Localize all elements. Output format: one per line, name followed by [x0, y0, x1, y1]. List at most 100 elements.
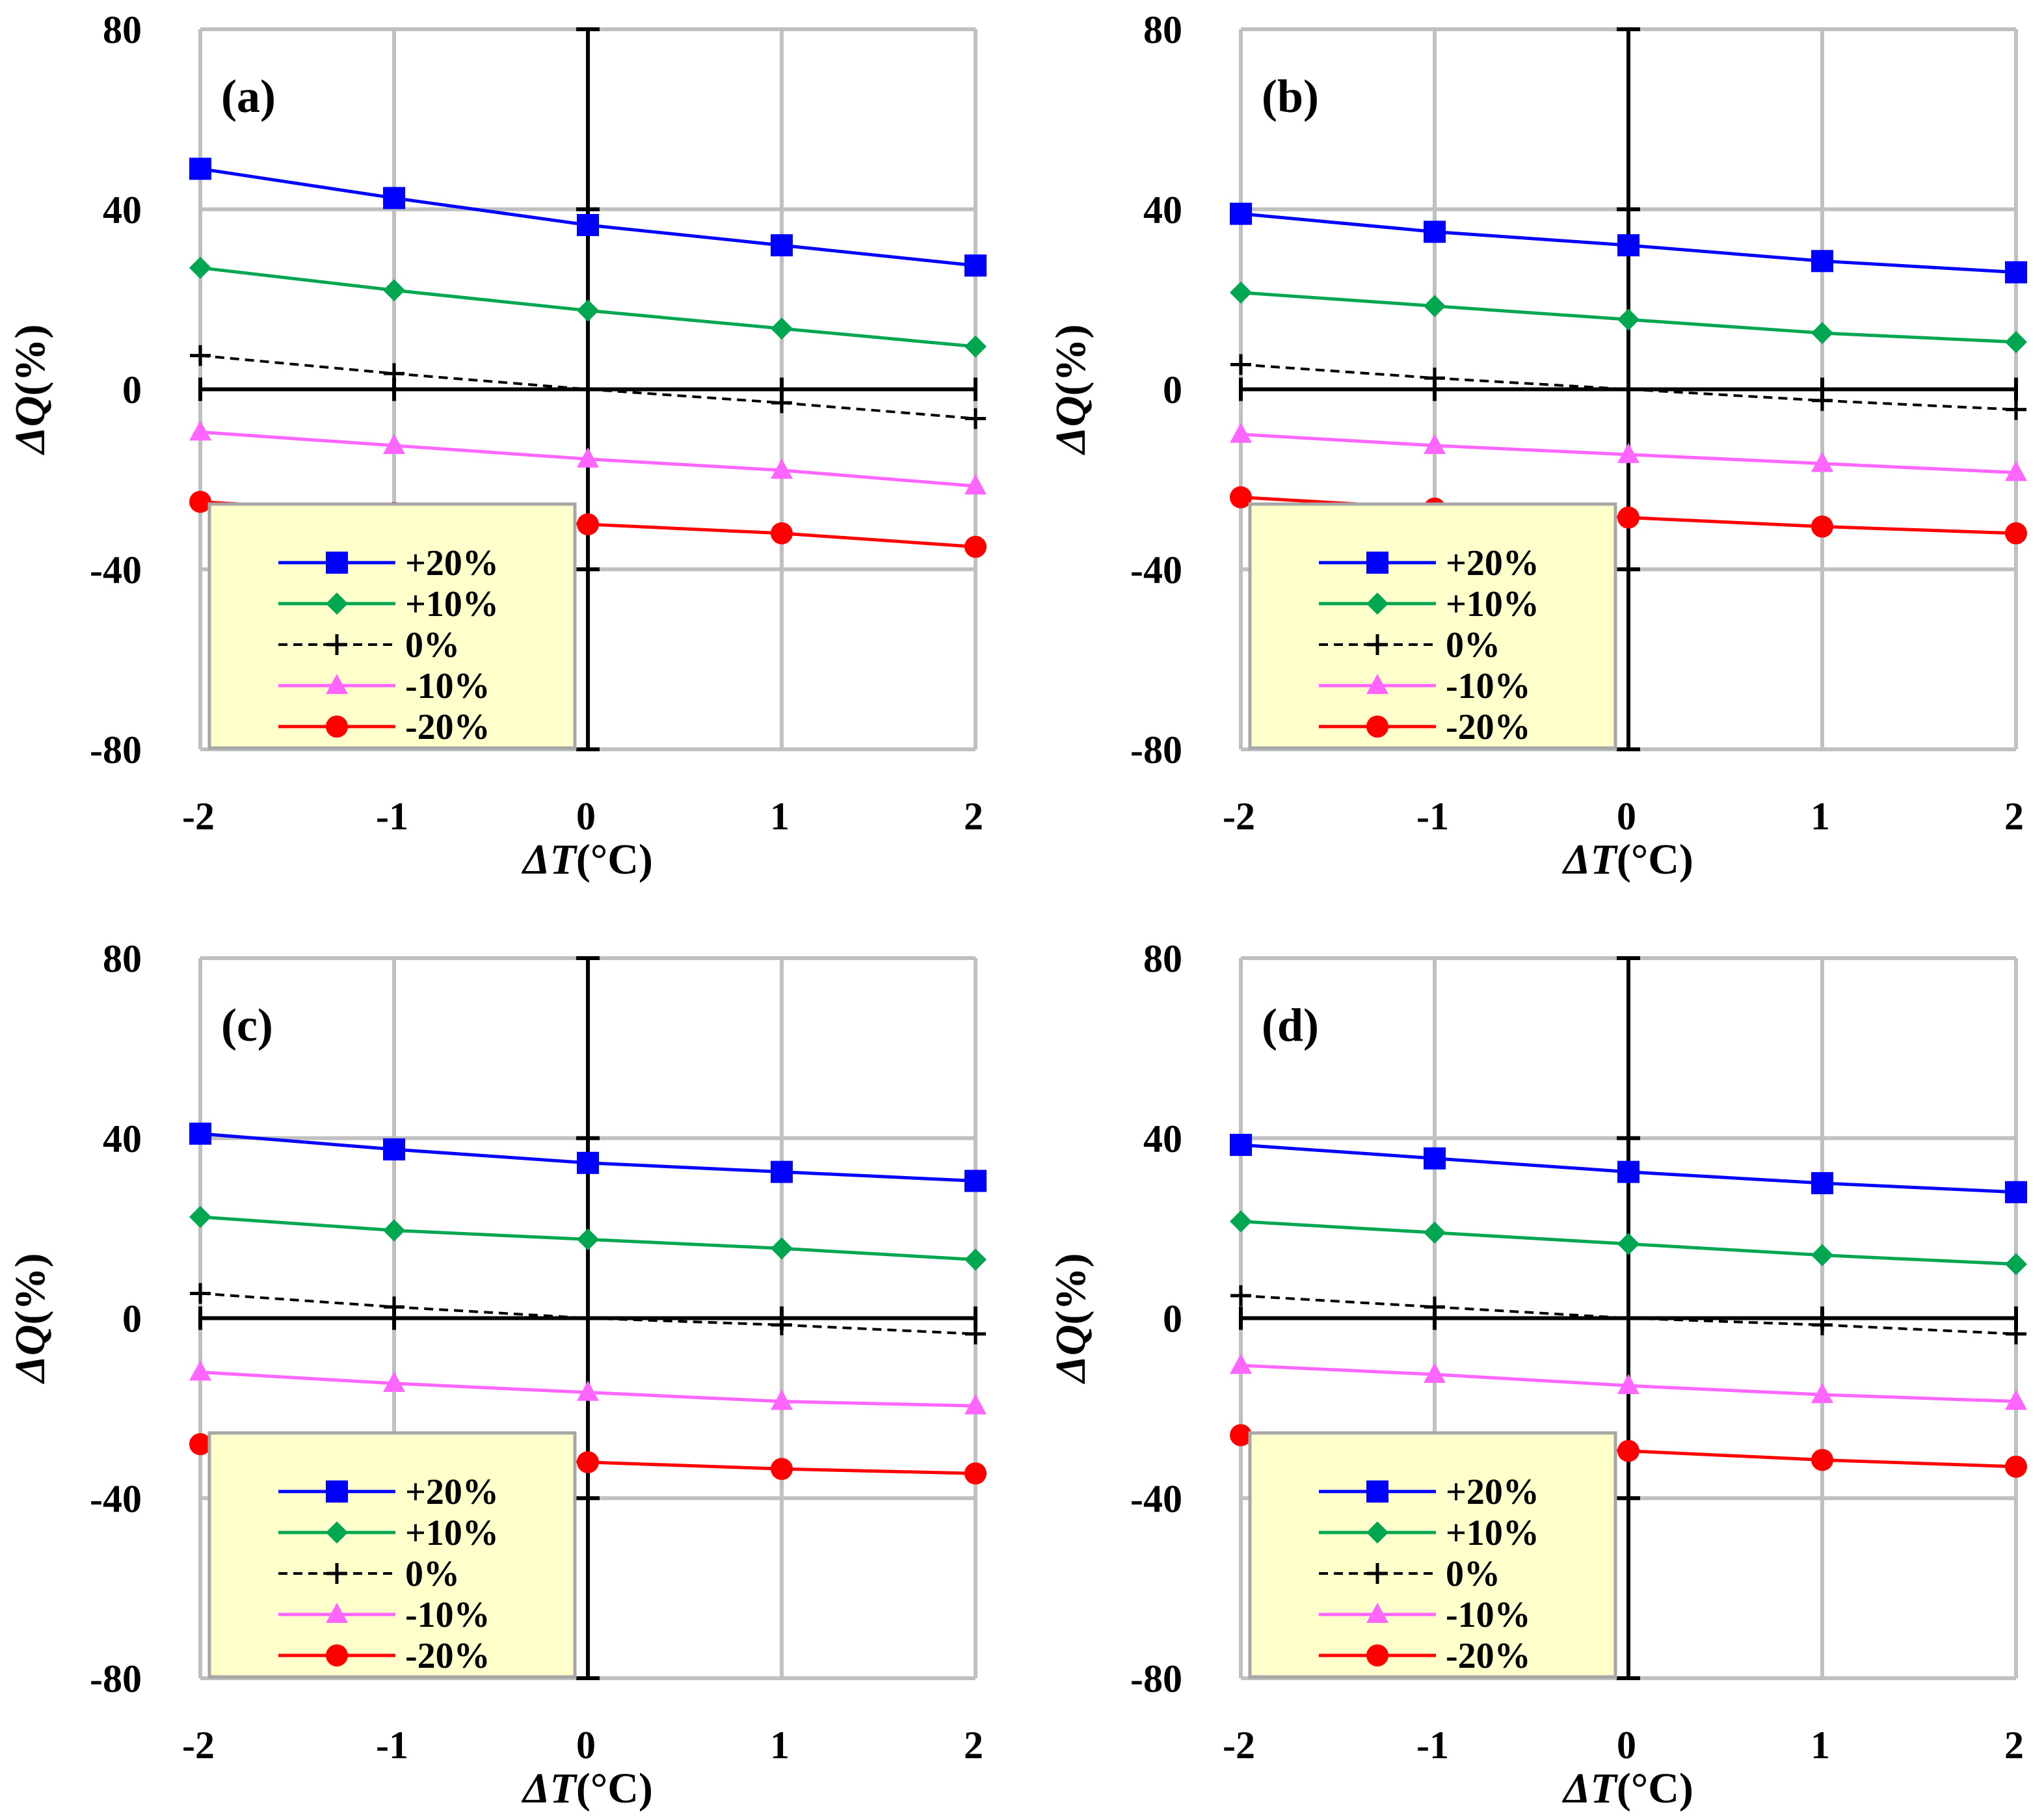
- data-point-marker: [577, 213, 599, 236]
- x-axis-title-unit: (°C): [576, 1765, 653, 1812]
- data-point-marker: [383, 1371, 405, 1392]
- data-point-marker: [383, 1138, 405, 1161]
- data-point-marker: [1424, 1147, 1446, 1170]
- data-point-marker: [1811, 451, 1833, 472]
- legend-marker: [1366, 593, 1388, 615]
- data-point-marker: [771, 1160, 793, 1183]
- legend: +20%+10%0%-10%-20%: [207, 1431, 577, 1679]
- data-point-marker: [1230, 422, 1252, 443]
- y-tick-label: 80: [1143, 937, 1182, 980]
- data-point-marker: [964, 335, 987, 358]
- data-point-marker: [1424, 1222, 1446, 1244]
- legend-marker: [326, 634, 347, 655]
- data-point-marker: [1230, 486, 1252, 509]
- data-point-marker: [2006, 399, 2026, 420]
- legend-label: -20%: [405, 707, 490, 747]
- legend-label: 0%: [405, 625, 460, 665]
- data-point-marker: [189, 1205, 211, 1228]
- y-axis-title: ΔQ(%): [7, 324, 54, 455]
- legend-box: [207, 502, 577, 750]
- x-tick-label: -2: [182, 795, 215, 838]
- data-point-marker: [577, 447, 599, 468]
- x-tick-label: 0: [576, 795, 596, 838]
- legend-marker: [326, 716, 348, 738]
- data-point-marker: [2005, 1181, 2027, 1203]
- y-axis-title: ΔQ(%): [7, 1253, 54, 1384]
- legend-label: -20%: [1446, 707, 1531, 747]
- data-point-marker: [2005, 1253, 2027, 1276]
- data-point-marker: [189, 420, 211, 441]
- series-line: [200, 1292, 976, 1335]
- y-tick-label: -40: [1130, 548, 1182, 591]
- x-tick-label: -2: [182, 1724, 215, 1767]
- legend-label: -10%: [1446, 666, 1531, 706]
- data-point-marker: [1618, 379, 1639, 400]
- y-tick-label: -40: [90, 548, 142, 591]
- y-axis-title-variable: ΔQ: [7, 1324, 54, 1384]
- data-point-marker: [965, 1323, 986, 1345]
- data-point-marker: [1617, 1160, 1639, 1183]
- data-point-marker: [1617, 1439, 1639, 1462]
- legend-marker: [326, 1480, 348, 1503]
- x-tick-label: 1: [770, 1724, 790, 1767]
- legend-marker: [1366, 1603, 1388, 1623]
- data-point-marker: [189, 157, 211, 180]
- legend-marker: [326, 552, 348, 574]
- series-line: [1240, 363, 2017, 411]
- x-tick-label: 2: [964, 1724, 983, 1767]
- data-point-marker: [190, 1283, 211, 1304]
- data-point-marker: [1424, 221, 1446, 243]
- y-tick-label: -80: [1130, 729, 1182, 771]
- legend-box: [207, 1431, 577, 1679]
- legend-label: 0%: [1446, 1554, 1500, 1594]
- x-axis-title-unit: (°C): [1617, 836, 1693, 883]
- data-point-marker: [771, 459, 793, 479]
- legend-marker: [326, 1521, 348, 1544]
- data-point-marker: [190, 345, 211, 366]
- legend-label: +10%: [405, 584, 499, 624]
- data-point-marker: [1617, 308, 1639, 331]
- data-point-marker: [771, 1237, 793, 1260]
- data-point-marker: [577, 379, 598, 400]
- y-tick-label: 0: [1163, 1298, 1182, 1341]
- legend-marker: [326, 1644, 348, 1666]
- data-point-marker: [964, 535, 987, 558]
- data-point-marker: [1617, 506, 1639, 529]
- legend-label: +20%: [1446, 543, 1539, 583]
- data-point-marker: [1230, 1210, 1252, 1233]
- y-tick-label: -80: [1130, 1657, 1182, 1700]
- x-tick-label: -2: [1223, 1724, 1255, 1767]
- data-point-marker: [1230, 1424, 1252, 1447]
- y-axis-title-unit: (%): [1047, 1253, 1095, 1324]
- x-tick-label: 2: [2004, 1724, 2024, 1767]
- data-point-marker: [1812, 1314, 1833, 1335]
- legend-marker: [326, 1563, 347, 1584]
- y-tick-label: -80: [90, 1657, 142, 1700]
- data-point-marker: [1230, 354, 1251, 375]
- data-point-marker: [577, 513, 599, 536]
- y-tick-label: 0: [122, 369, 142, 412]
- data-point-marker: [771, 234, 793, 257]
- data-point-marker: [2005, 461, 2027, 481]
- data-point-marker: [771, 1314, 792, 1335]
- x-tick-label: 1: [770, 795, 790, 838]
- y-tick-label: 40: [1143, 1117, 1182, 1160]
- data-point-marker: [2005, 261, 2027, 284]
- data-point-marker: [771, 392, 792, 414]
- x-axis-title: ΔT(°C): [521, 836, 653, 883]
- data-point-marker: [384, 363, 405, 384]
- data-point-marker: [577, 299, 599, 322]
- x-axis-title: ΔT(°C): [521, 1765, 653, 1812]
- data-point-marker: [1812, 390, 1833, 411]
- y-tick-label: 40: [103, 189, 142, 232]
- data-point-marker: [1230, 1285, 1251, 1306]
- data-point-marker: [1617, 1233, 1639, 1255]
- data-point-marker: [1617, 234, 1639, 257]
- x-tick-label: 0: [1617, 1724, 1636, 1767]
- legend-label: 0%: [405, 1554, 460, 1594]
- data-point-marker: [771, 1389, 793, 1410]
- series-line: [1240, 1294, 2017, 1335]
- legend-box: [1248, 1431, 1617, 1679]
